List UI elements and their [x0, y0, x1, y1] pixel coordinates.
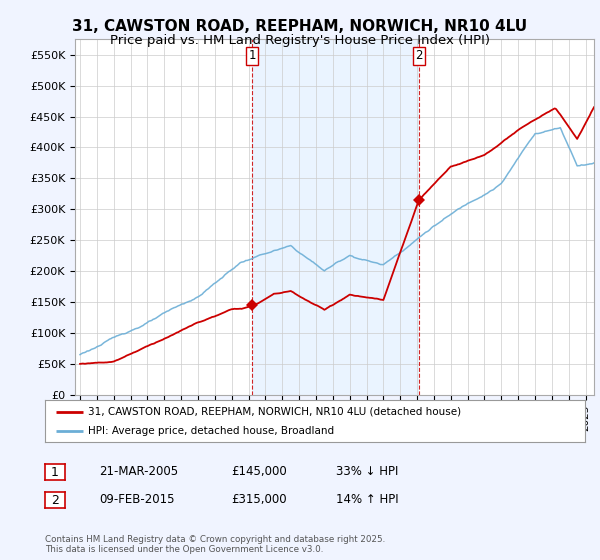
Text: 21-MAR-2005: 21-MAR-2005: [99, 465, 178, 478]
Text: 1: 1: [248, 49, 256, 62]
Text: 2: 2: [415, 49, 422, 62]
Text: £315,000: £315,000: [231, 493, 287, 506]
Text: HPI: Average price, detached house, Broadland: HPI: Average price, detached house, Broa…: [88, 426, 334, 436]
Text: 09-FEB-2015: 09-FEB-2015: [99, 493, 175, 506]
Text: 1: 1: [51, 465, 59, 479]
Text: Price paid vs. HM Land Registry's House Price Index (HPI): Price paid vs. HM Land Registry's House …: [110, 34, 490, 46]
Text: 31, CAWSTON ROAD, REEPHAM, NORWICH, NR10 4LU: 31, CAWSTON ROAD, REEPHAM, NORWICH, NR10…: [73, 19, 527, 34]
Bar: [252, 39, 419, 395]
Text: 33% ↓ HPI: 33% ↓ HPI: [336, 465, 398, 478]
Text: £145,000: £145,000: [231, 465, 287, 478]
Text: 2: 2: [51, 493, 59, 507]
Text: Contains HM Land Registry data © Crown copyright and database right 2025.
This d: Contains HM Land Registry data © Crown c…: [45, 535, 385, 554]
Text: 14% ↑ HPI: 14% ↑ HPI: [336, 493, 398, 506]
Text: 31, CAWSTON ROAD, REEPHAM, NORWICH, NR10 4LU (detached house): 31, CAWSTON ROAD, REEPHAM, NORWICH, NR10…: [88, 407, 461, 417]
